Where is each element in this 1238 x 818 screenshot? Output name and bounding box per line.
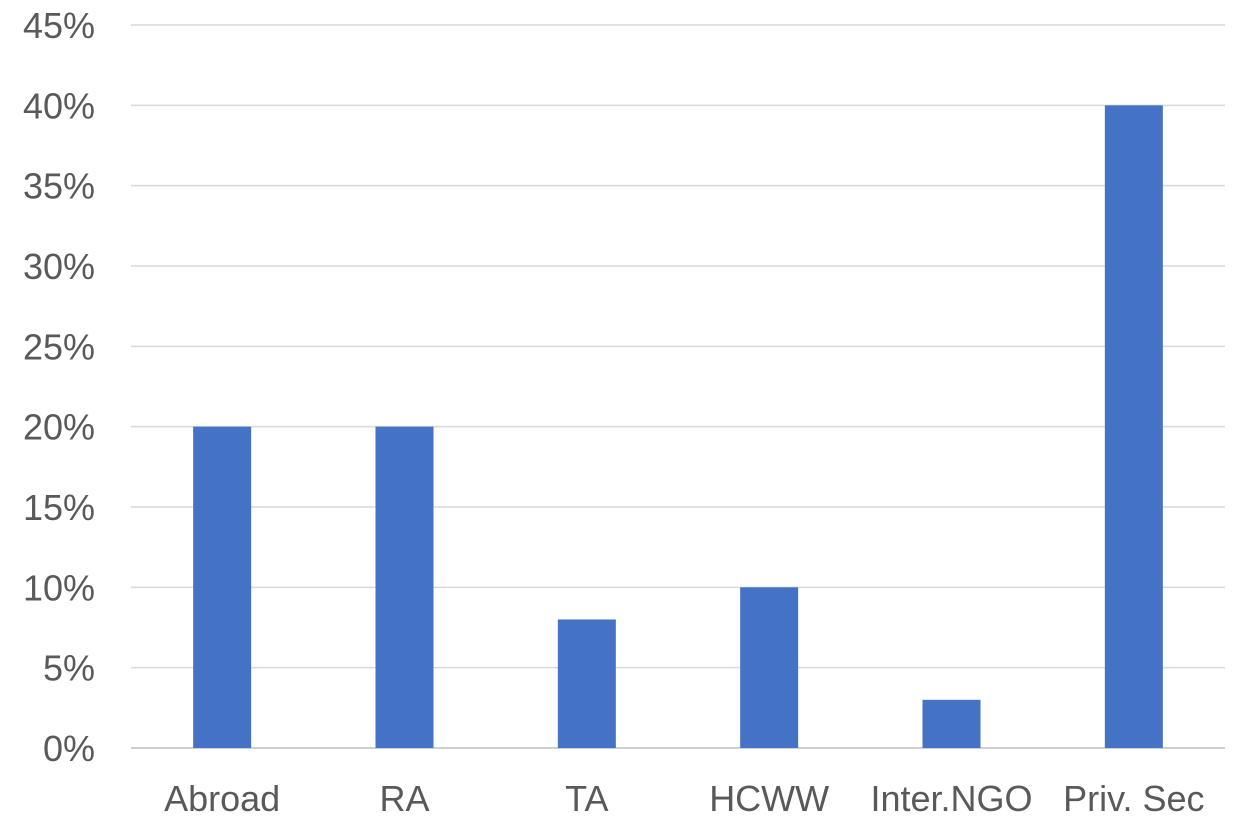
bar-priv-sec: [1104, 105, 1163, 749]
x-tick-label: Inter.NGO: [870, 778, 1032, 813]
y-tick-label: 25%: [23, 326, 95, 367]
x-axis-tick-labels: Abroad RA TA HCWW Inter.NGO Priv. Sec: [164, 778, 1204, 818]
y-tick-label: 45%: [23, 5, 95, 46]
x-tick-label: TA: [565, 778, 608, 813]
y-tick-label: 5%: [43, 648, 95, 689]
y-tick-label: 35%: [23, 166, 95, 207]
x-tick-label: Priv. Sec: [1063, 778, 1204, 813]
bar-abroad: [193, 426, 252, 748]
y-tick-label: 10%: [23, 567, 95, 608]
gridlines: [131, 24, 1225, 749]
y-tick-label: 0%: [43, 728, 95, 769]
y-tick-label: 30%: [23, 246, 95, 287]
bar-ra: [375, 426, 434, 748]
x-tick-label: Abroad: [164, 778, 280, 813]
y-tick-label: 40%: [23, 85, 95, 126]
bar-inter-ngo: [922, 699, 981, 748]
y-axis-tick-labels: 0% 5% 10% 15% 20% 25% 30% 35% 40% 45%: [23, 5, 95, 769]
y-tick-label: 20%: [23, 407, 95, 448]
x-tick-label: RA: [379, 778, 429, 813]
bar-ta: [557, 619, 616, 748]
bar-hcww: [740, 587, 799, 748]
y-tick-label: 15%: [23, 487, 95, 528]
x-tick-label: HCWW: [709, 778, 829, 813]
bars: [193, 105, 1163, 749]
